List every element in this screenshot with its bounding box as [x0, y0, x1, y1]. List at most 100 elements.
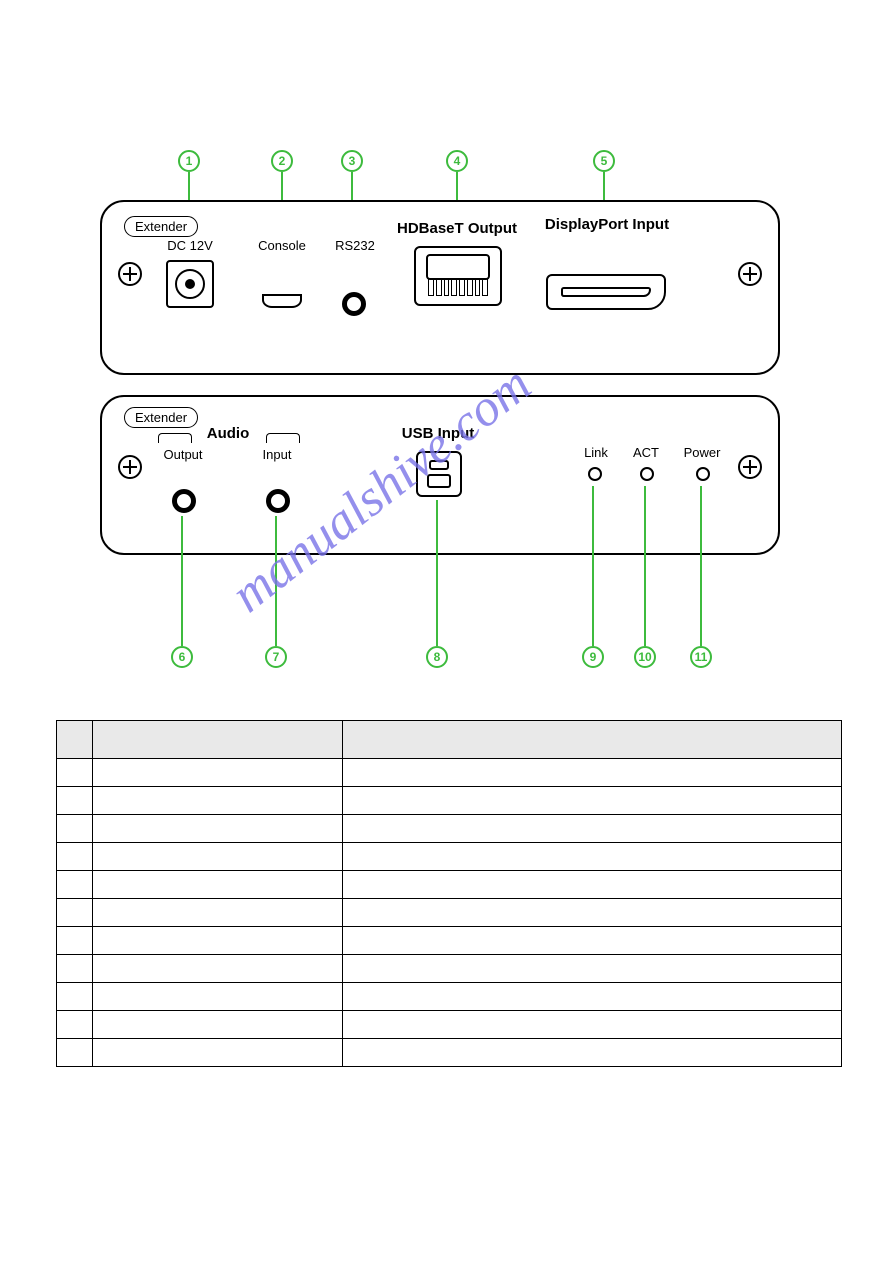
table-cell — [343, 759, 842, 787]
table-row — [57, 927, 842, 955]
callout-lead — [436, 500, 438, 646]
table-cell — [343, 815, 842, 843]
table-cell — [57, 787, 93, 815]
table-cell — [343, 955, 842, 983]
table-cell — [57, 899, 93, 927]
table-row — [57, 983, 842, 1011]
table-row — [57, 1011, 842, 1039]
callout-8: 8 — [426, 646, 448, 668]
table-cell — [93, 1011, 343, 1039]
usb-b-port — [416, 451, 462, 497]
table-cell — [343, 1011, 842, 1039]
description-table-wrap — [56, 720, 842, 1067]
extender-badge: Extender — [124, 407, 198, 428]
callout-3: 3 — [341, 150, 363, 172]
callout-2: 2 — [271, 150, 293, 172]
table-cell — [57, 871, 93, 899]
table-cell — [93, 983, 343, 1011]
table-cell — [93, 899, 343, 927]
power-led — [696, 467, 710, 481]
act-led-label: ACT — [628, 445, 664, 460]
table-row — [57, 787, 842, 815]
callout-6: 6 — [171, 646, 193, 668]
table-row — [57, 759, 842, 787]
table-header-cell — [343, 721, 842, 759]
table-cell — [57, 927, 93, 955]
callout-5: 5 — [593, 150, 615, 172]
table-cell — [93, 787, 343, 815]
callout-11: 11 — [690, 646, 712, 668]
dc-label: DC 12V — [160, 238, 220, 253]
table-cell — [57, 955, 93, 983]
table-header-cell — [57, 721, 93, 759]
callout-10: 10 — [634, 646, 656, 668]
table-cell — [57, 843, 93, 871]
table-cell — [343, 871, 842, 899]
callout-4: 4 — [446, 150, 468, 172]
console-label: Console — [252, 238, 312, 253]
table-cell — [93, 843, 343, 871]
table-row — [57, 1039, 842, 1067]
screw-icon — [118, 262, 142, 286]
screw-icon — [118, 455, 142, 479]
table-row — [57, 815, 842, 843]
audio-group-label: Audio — [198, 425, 258, 442]
table-cell — [93, 871, 343, 899]
audio-bracket — [158, 433, 192, 443]
table-cell — [57, 983, 93, 1011]
table-cell — [57, 759, 93, 787]
callout-lead — [275, 516, 277, 646]
table-cell — [57, 815, 93, 843]
screw-icon — [738, 455, 762, 479]
table-cell — [93, 1039, 343, 1067]
table-cell — [93, 759, 343, 787]
power-led-label: Power — [680, 445, 724, 460]
callout-9: 9 — [582, 646, 604, 668]
link-led-label: Link — [578, 445, 614, 460]
table-cell — [93, 955, 343, 983]
micro-usb-port — [262, 294, 302, 308]
trs-jack — [172, 489, 196, 513]
callout-7: 7 — [265, 646, 287, 668]
rs232-label: RS232 — [330, 238, 380, 253]
table-cell — [93, 927, 343, 955]
table-header-cell — [93, 721, 343, 759]
table-cell — [343, 927, 842, 955]
callout-lead — [181, 516, 183, 646]
table-cell — [343, 843, 842, 871]
table-cell — [343, 899, 842, 927]
callout-lead — [592, 486, 594, 646]
act-led — [640, 467, 654, 481]
table-header-row — [57, 721, 842, 759]
diagram-container: 1 2 3 4 5 Extender DC 12V Console RS232 … — [100, 200, 780, 575]
hdbaset-label: HDBaseT Output — [392, 220, 522, 237]
callout-lead — [644, 486, 646, 646]
usb-input-label: USB Input — [398, 425, 478, 442]
table-row — [57, 871, 842, 899]
device-panel-top: Extender DC 12V Console RS232 HDBaseT Ou… — [100, 200, 780, 375]
extender-badge: Extender — [124, 216, 198, 237]
link-led — [588, 467, 602, 481]
audio-output-label: Output — [158, 447, 208, 462]
device-panel-bottom: Extender Audio Output Input USB Input Li… — [100, 395, 780, 555]
dp-label: DisplayPort Input — [542, 216, 672, 233]
audio-bracket — [266, 433, 300, 443]
description-table — [56, 720, 842, 1067]
trs-jack — [342, 292, 366, 316]
table-cell — [343, 983, 842, 1011]
trs-jack — [266, 489, 290, 513]
table-row — [57, 899, 842, 927]
table-row — [57, 843, 842, 871]
table-cell — [343, 787, 842, 815]
screw-icon — [738, 262, 762, 286]
rj45-port — [414, 246, 502, 306]
callout-lead — [700, 486, 702, 646]
dc-jack-port — [166, 260, 214, 308]
table-cell — [93, 815, 343, 843]
audio-input-label: Input — [252, 447, 302, 462]
displayport-port — [546, 274, 666, 310]
table-cell — [57, 1011, 93, 1039]
callout-1: 1 — [178, 150, 200, 172]
table-cell — [57, 1039, 93, 1067]
table-row — [57, 955, 842, 983]
